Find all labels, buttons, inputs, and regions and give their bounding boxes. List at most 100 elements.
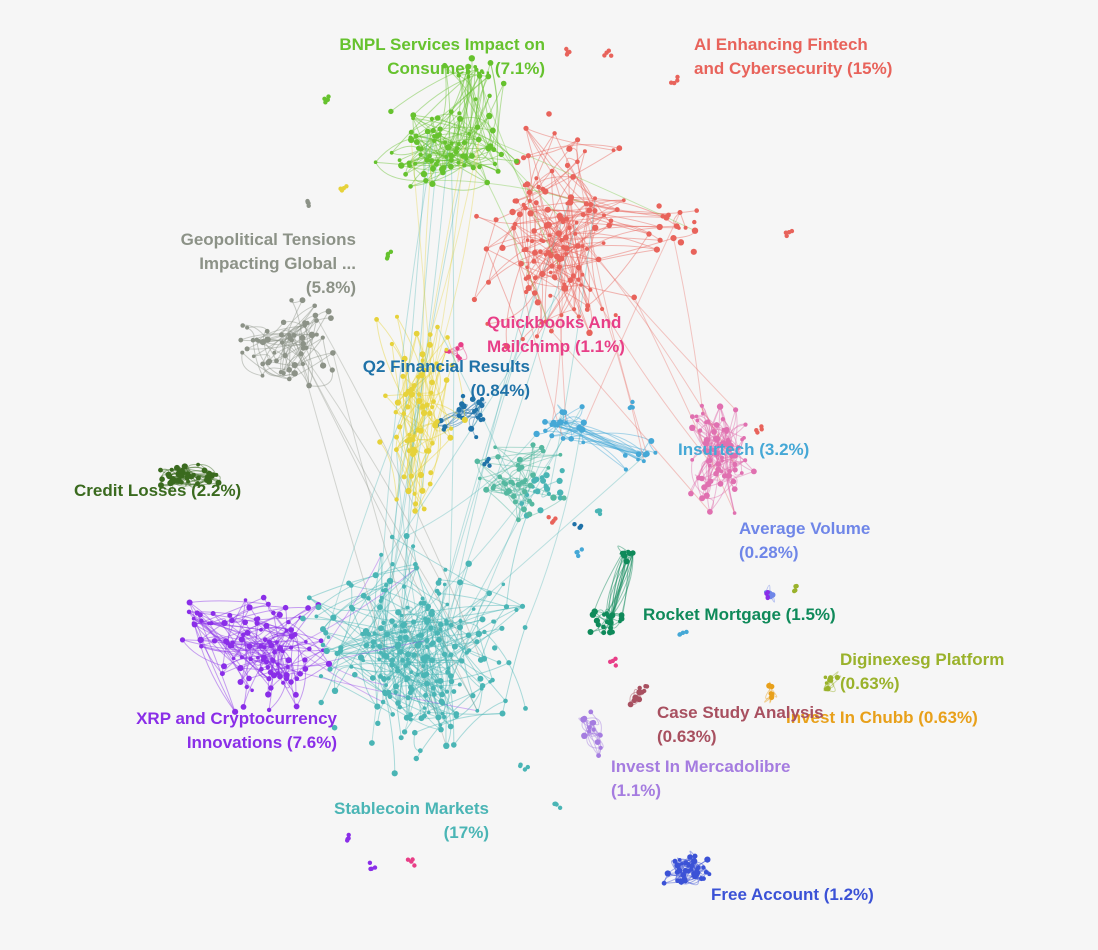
network-node (271, 610, 276, 616)
network-edge (352, 608, 414, 623)
network-edge (496, 83, 505, 172)
network-node (413, 161, 418, 166)
network-node (329, 367, 335, 373)
network-node (457, 111, 462, 116)
network-node (523, 276, 529, 281)
network-node (522, 489, 528, 495)
network-node (705, 481, 712, 488)
network-edge (464, 130, 494, 166)
network-node (526, 511, 533, 518)
network-node (231, 656, 236, 661)
network-node (534, 299, 541, 306)
network-node (533, 275, 538, 281)
network-node (559, 313, 564, 318)
network-edge (447, 58, 473, 148)
network-node (596, 508, 601, 513)
network-node (447, 723, 454, 730)
network-edge (562, 221, 584, 247)
network-edge (441, 111, 456, 170)
network-node (320, 642, 326, 648)
network-node (438, 698, 445, 705)
network-node (240, 323, 245, 328)
network-node (637, 451, 642, 456)
network-node (405, 487, 412, 495)
network-node (372, 631, 377, 636)
network-node (690, 414, 695, 420)
network-edge (606, 552, 634, 614)
network-edge (513, 227, 564, 439)
network-edge (412, 349, 447, 440)
network-node (361, 658, 366, 663)
network-edge (395, 422, 436, 450)
network-node (470, 165, 476, 171)
network-node (404, 651, 412, 658)
network-node (433, 161, 439, 167)
network-edge (437, 159, 499, 172)
network-node (627, 701, 634, 708)
network-node (201, 467, 208, 474)
network-edge (444, 65, 495, 150)
network-node (575, 264, 582, 271)
network-node (453, 711, 460, 717)
network-node (642, 451, 649, 458)
network-edge (476, 62, 491, 128)
network-node (606, 48, 611, 53)
network-edge (337, 653, 411, 716)
network-node (587, 725, 592, 730)
network-edge (468, 133, 496, 165)
network-node (478, 412, 483, 418)
network-node (598, 732, 603, 738)
network-node (743, 422, 748, 427)
network-edge (576, 161, 648, 455)
network-node (729, 454, 734, 459)
network-edge (365, 645, 457, 715)
network-node (765, 595, 770, 601)
network-node (759, 424, 764, 429)
network-edge (440, 685, 484, 726)
network-node (574, 220, 579, 225)
network-edge (458, 75, 488, 183)
network-node (680, 862, 684, 866)
network-edge (551, 216, 563, 425)
network-node (580, 244, 585, 249)
network-node (395, 700, 401, 706)
network-node (580, 419, 587, 426)
network-edge (336, 620, 447, 654)
network-edge (368, 621, 414, 635)
network-node (555, 255, 560, 260)
network-edge (249, 640, 324, 651)
network-edge (412, 73, 480, 116)
network-node (158, 467, 163, 473)
network-node (499, 244, 506, 251)
network-edge (545, 430, 639, 461)
network-node (451, 742, 457, 748)
network-edge (529, 132, 555, 193)
network-edge (563, 151, 586, 221)
network-node (711, 447, 716, 453)
network-edge (535, 245, 579, 279)
network-node (318, 699, 324, 706)
network-node (438, 726, 444, 733)
network-node (526, 189, 533, 196)
network-node (417, 427, 424, 434)
network-edge (574, 233, 645, 462)
network-node (259, 627, 263, 632)
network-edge (488, 227, 515, 283)
network-edge (252, 340, 263, 376)
network-node (325, 660, 333, 668)
network-node (623, 467, 629, 472)
network-edge (380, 131, 429, 677)
network-edge (241, 352, 290, 380)
network-node (464, 650, 469, 655)
network-edge (572, 176, 596, 211)
network-edge (450, 563, 470, 626)
network-node (426, 341, 433, 348)
network-node (405, 857, 411, 862)
network-node (576, 553, 581, 559)
network-node (740, 437, 744, 442)
network-edge (397, 333, 418, 403)
network-node (395, 641, 402, 648)
network-node (435, 580, 442, 586)
network-node (672, 858, 678, 864)
network-node (518, 260, 524, 267)
